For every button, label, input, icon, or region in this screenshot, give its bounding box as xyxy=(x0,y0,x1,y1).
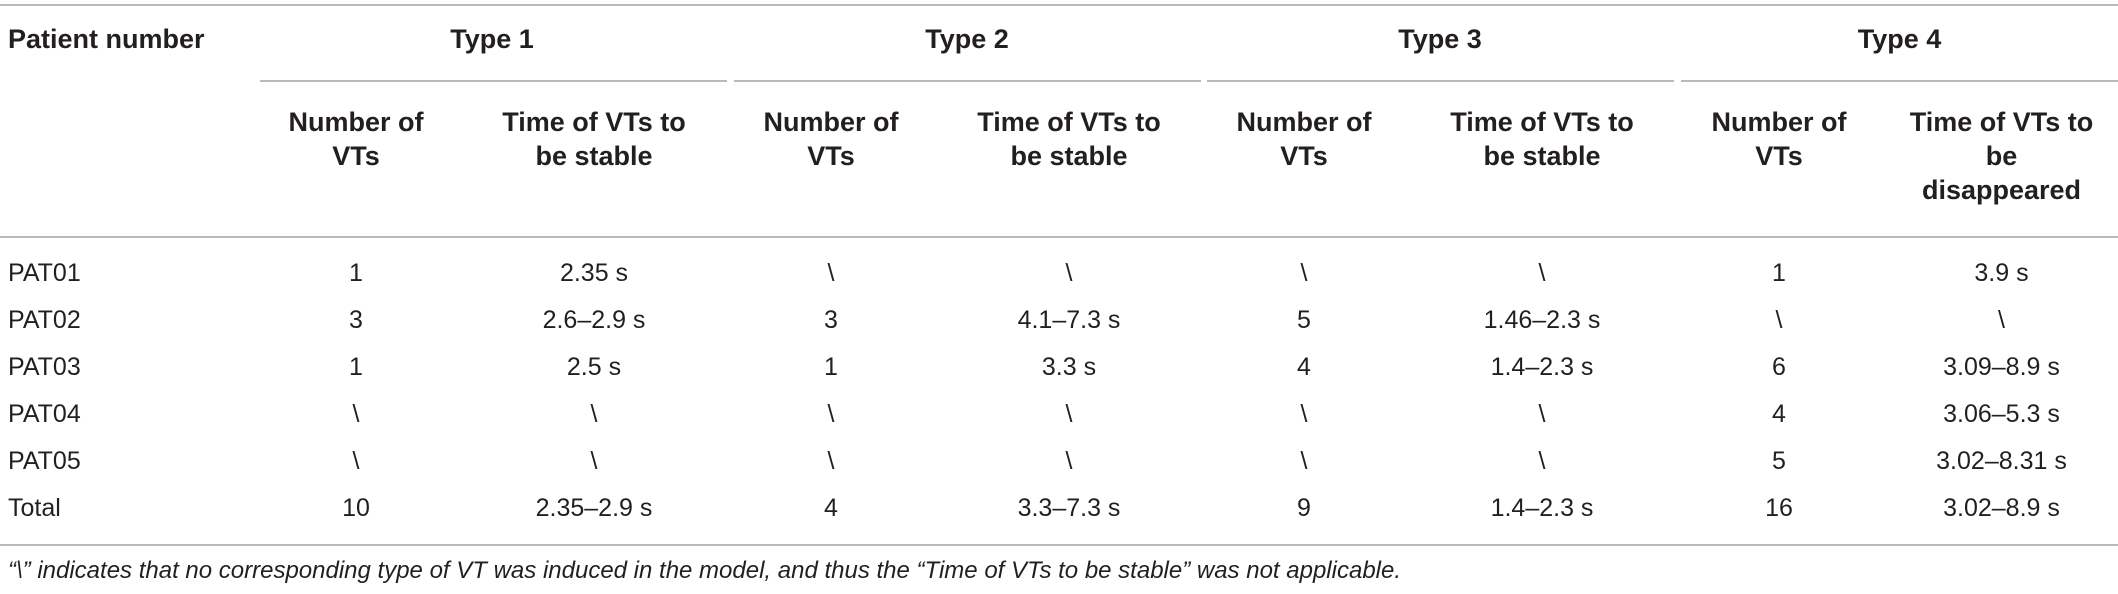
table-cell: \ xyxy=(827,400,835,428)
table-cell: 3.3 s xyxy=(1041,353,1097,381)
table-cell: \ xyxy=(1300,400,1308,428)
table-cell: 2.6–2.9 s xyxy=(542,306,646,334)
table-cell: 10 xyxy=(342,494,370,522)
table-cell: \ xyxy=(827,447,835,475)
table-cell: 1 xyxy=(1772,259,1786,287)
table-cell: \ xyxy=(1998,306,2005,334)
subheader-type3-time: Time of VTs to be stable xyxy=(1450,107,1634,171)
table-cell: \ xyxy=(1065,400,1073,428)
group-header-type-1: Type 1 xyxy=(450,24,534,54)
table-cell: 4 xyxy=(1297,353,1311,381)
row-label: Total xyxy=(8,494,61,522)
table-cell: 1.4–2.3 s xyxy=(1490,353,1594,381)
table-footnote: “\” indicates that no corresponding type… xyxy=(8,557,1402,584)
row-label: PAT03 xyxy=(8,353,81,381)
group-header-type-2: Type 2 xyxy=(925,24,1009,54)
subheader-type4-number: Number of VTs xyxy=(1711,107,1847,171)
header-rule xyxy=(0,236,2118,238)
row-label: PAT05 xyxy=(8,447,81,475)
table-cell: \ xyxy=(352,447,360,475)
table-cell: 4 xyxy=(824,494,838,522)
top-rule xyxy=(0,4,2118,6)
table-cell: \ xyxy=(352,400,360,428)
table-cell: \ xyxy=(1538,259,1546,287)
table-cell: 3.9 s xyxy=(1974,259,2029,287)
table-cell: 1 xyxy=(824,353,838,381)
group-header-type-4: Type 4 xyxy=(1857,24,1942,54)
subheader-type2-number: Number of VTs xyxy=(763,107,899,171)
table-cell: 2.5 s xyxy=(566,353,622,381)
table-cell: 1 xyxy=(349,259,363,287)
table-cell: \ xyxy=(1300,259,1308,287)
table-cell: 3.06–5.3 s xyxy=(1943,400,2060,428)
table-cell: \ xyxy=(1065,259,1073,287)
row-header: Patient number xyxy=(8,24,205,54)
subheader-type3-number: Number of VTs xyxy=(1236,107,1372,171)
table-cell: 3.02–8.31 s xyxy=(1936,447,2067,475)
subheader-type1-number: Number of VTs xyxy=(288,107,424,171)
table-cell: 1.46–2.3 s xyxy=(1483,306,1601,334)
table-cell: \ xyxy=(1538,400,1546,428)
table-cell: 4 xyxy=(1772,400,1786,428)
table-cell: 3 xyxy=(824,306,838,334)
table-cell: 5 xyxy=(1772,447,1786,475)
bottom-rule xyxy=(0,544,2118,546)
table-cell: 3.09–8.9 s xyxy=(1943,353,2060,381)
table-cell: \ xyxy=(1538,447,1546,475)
row-label: PAT02 xyxy=(8,306,81,334)
table-cell: \ xyxy=(827,259,835,287)
table-cell: 2.35–2.9 s xyxy=(535,494,653,522)
group-rule-type-1 xyxy=(260,80,727,82)
table-cell: 5 xyxy=(1297,306,1311,334)
table-cell: 6 xyxy=(1772,353,1786,381)
table-cell: 3 xyxy=(349,306,363,334)
group-rule-type-4 xyxy=(1681,80,2118,82)
row-label: PAT04 xyxy=(8,400,81,428)
table-cell: \ xyxy=(1065,447,1073,475)
table-cell: \ xyxy=(1300,447,1308,475)
table-cell: \ xyxy=(590,447,598,475)
subheader-type2-time: Time of VTs to be stable xyxy=(977,107,1161,171)
table-cell: \ xyxy=(1775,306,1783,334)
table-cell: 1.4–2.3 s xyxy=(1490,494,1594,522)
subheader-type1-time: Time of VTs to be stable xyxy=(502,107,686,171)
table-cell: 3.02–8.9 s xyxy=(1943,494,2060,522)
table-cell: 3.3–7.3 s xyxy=(1017,494,1121,522)
group-rule-type-2 xyxy=(734,80,1201,82)
group-rule-type-3 xyxy=(1207,80,1674,82)
table-cell: 9 xyxy=(1297,494,1311,522)
subheader-type4-time: Time of VTs to be disappeared xyxy=(1909,107,2094,205)
table-cell: 1 xyxy=(349,353,363,381)
table-cell: 4.1–7.3 s xyxy=(1017,306,1121,334)
table-cell: \ xyxy=(590,400,598,428)
table-cell: 2.35 s xyxy=(559,259,629,287)
row-label: PAT01 xyxy=(8,259,81,287)
table-cell: 16 xyxy=(1765,494,1793,522)
group-header-type-3: Type 3 xyxy=(1398,24,1482,54)
